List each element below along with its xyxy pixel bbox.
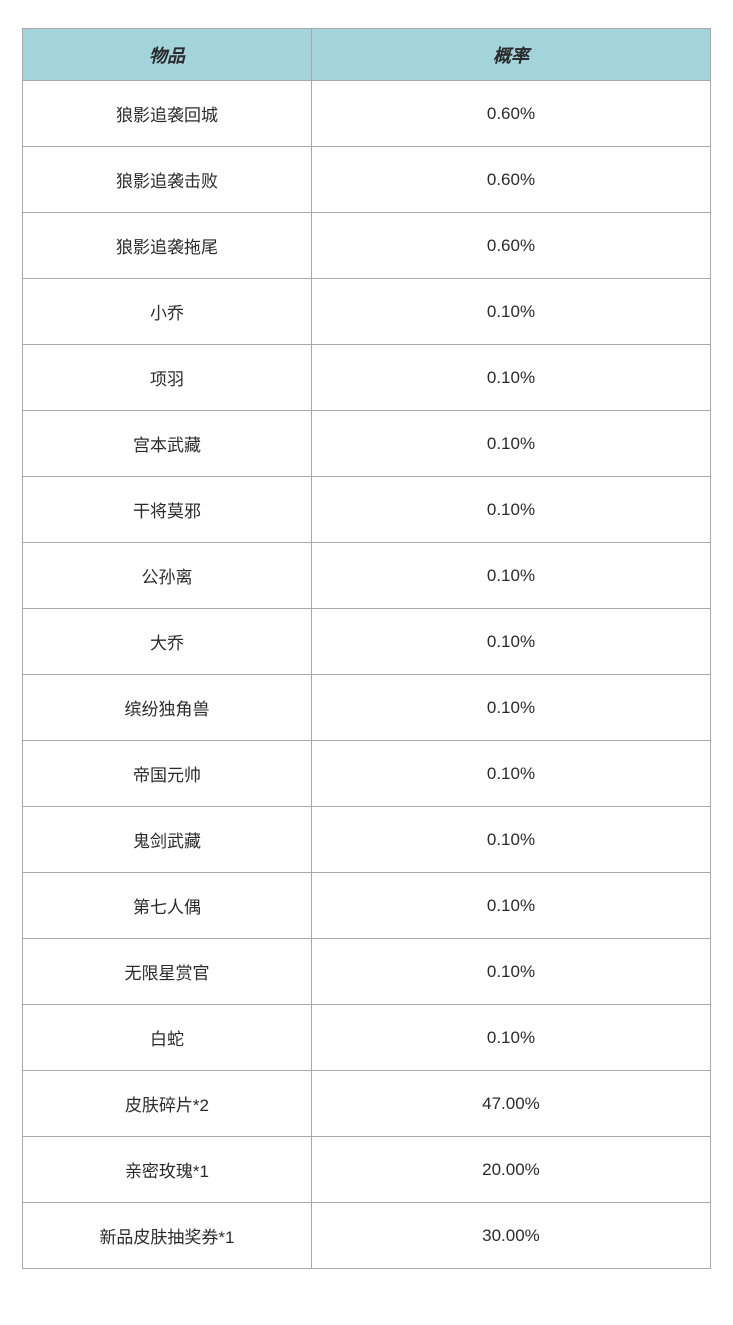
cell-rate: 0.10% bbox=[311, 609, 710, 675]
cell-item: 缤纷独角兽 bbox=[23, 675, 312, 741]
cell-item: 项羽 bbox=[23, 345, 312, 411]
cell-rate: 30.00% bbox=[311, 1203, 710, 1269]
cell-rate: 0.10% bbox=[311, 477, 710, 543]
table-row: 鬼剑武藏0.10% bbox=[23, 807, 711, 873]
cell-item: 新品皮肤抽奖券*1 bbox=[23, 1203, 312, 1269]
cell-item: 大乔 bbox=[23, 609, 312, 675]
table-row: 狼影追袭拖尾0.60% bbox=[23, 213, 711, 279]
cell-item: 狼影追袭拖尾 bbox=[23, 213, 312, 279]
table-row: 小乔0.10% bbox=[23, 279, 711, 345]
cell-item: 皮肤碎片*2 bbox=[23, 1071, 312, 1137]
table-row: 大乔0.10% bbox=[23, 609, 711, 675]
cell-rate: 0.10% bbox=[311, 279, 710, 345]
cell-item: 干将莫邪 bbox=[23, 477, 312, 543]
cell-item: 帝国元帅 bbox=[23, 741, 312, 807]
header-rate: 概率 bbox=[311, 29, 710, 81]
table-row: 新品皮肤抽奖券*130.00% bbox=[23, 1203, 711, 1269]
cell-rate: 0.10% bbox=[311, 345, 710, 411]
cell-item: 鬼剑武藏 bbox=[23, 807, 312, 873]
table-row: 无限星赏官0.10% bbox=[23, 939, 711, 1005]
probability-table: 物品 概率 狼影追袭回城0.60%狼影追袭击败0.60%狼影追袭拖尾0.60%小… bbox=[22, 28, 711, 1269]
cell-item: 无限星赏官 bbox=[23, 939, 312, 1005]
cell-rate: 0.10% bbox=[311, 675, 710, 741]
cell-rate: 0.10% bbox=[311, 543, 710, 609]
table-row: 项羽0.10% bbox=[23, 345, 711, 411]
table-row: 狼影追袭回城0.60% bbox=[23, 81, 711, 147]
table-row: 亲密玫瑰*120.00% bbox=[23, 1137, 711, 1203]
cell-rate: 0.60% bbox=[311, 147, 710, 213]
table-body: 狼影追袭回城0.60%狼影追袭击败0.60%狼影追袭拖尾0.60%小乔0.10%… bbox=[23, 81, 711, 1269]
table-row: 第七人偶0.10% bbox=[23, 873, 711, 939]
table-row: 白蛇0.10% bbox=[23, 1005, 711, 1071]
cell-item: 亲密玫瑰*1 bbox=[23, 1137, 312, 1203]
cell-rate: 0.10% bbox=[311, 807, 710, 873]
cell-rate: 47.00% bbox=[311, 1071, 710, 1137]
table-row: 缤纷独角兽0.10% bbox=[23, 675, 711, 741]
cell-item: 第七人偶 bbox=[23, 873, 312, 939]
cell-rate: 0.10% bbox=[311, 873, 710, 939]
table-row: 帝国元帅0.10% bbox=[23, 741, 711, 807]
table-row: 皮肤碎片*247.00% bbox=[23, 1071, 711, 1137]
table-row: 公孙离0.10% bbox=[23, 543, 711, 609]
cell-item: 小乔 bbox=[23, 279, 312, 345]
cell-item: 宫本武藏 bbox=[23, 411, 312, 477]
cell-item: 狼影追袭回城 bbox=[23, 81, 312, 147]
table-row: 宫本武藏0.10% bbox=[23, 411, 711, 477]
cell-item: 白蛇 bbox=[23, 1005, 312, 1071]
table-header-row: 物品 概率 bbox=[23, 29, 711, 81]
cell-item: 公孙离 bbox=[23, 543, 312, 609]
table-row: 狼影追袭击败0.60% bbox=[23, 147, 711, 213]
cell-rate: 0.10% bbox=[311, 1005, 710, 1071]
cell-rate: 0.60% bbox=[311, 213, 710, 279]
cell-rate: 0.60% bbox=[311, 81, 710, 147]
cell-rate: 0.10% bbox=[311, 741, 710, 807]
cell-rate: 20.00% bbox=[311, 1137, 710, 1203]
table-row: 干将莫邪0.10% bbox=[23, 477, 711, 543]
cell-rate: 0.10% bbox=[311, 411, 710, 477]
cell-item: 狼影追袭击败 bbox=[23, 147, 312, 213]
header-item: 物品 bbox=[23, 29, 312, 81]
cell-rate: 0.10% bbox=[311, 939, 710, 1005]
